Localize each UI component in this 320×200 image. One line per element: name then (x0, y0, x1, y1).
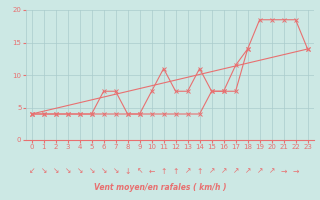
Text: ↘: ↘ (52, 166, 59, 176)
Text: Vent moyen/en rafales ( km/h ): Vent moyen/en rafales ( km/h ) (94, 183, 226, 192)
Text: ↘: ↘ (76, 166, 83, 176)
Text: ↗: ↗ (184, 166, 191, 176)
Text: ↓: ↓ (124, 166, 131, 176)
Text: ↘: ↘ (88, 166, 95, 176)
Text: ↘: ↘ (40, 166, 47, 176)
Text: ↖: ↖ (136, 166, 143, 176)
Text: ↗: ↗ (268, 166, 275, 176)
Text: ↑: ↑ (172, 166, 179, 176)
Text: ↑: ↑ (196, 166, 203, 176)
Text: ↘: ↘ (112, 166, 119, 176)
Text: ←: ← (148, 166, 155, 176)
Text: ↘: ↘ (64, 166, 71, 176)
Text: ↗: ↗ (208, 166, 215, 176)
Text: ↙: ↙ (28, 166, 35, 176)
Text: ↗: ↗ (220, 166, 227, 176)
Text: →: → (292, 166, 299, 176)
Text: ↑: ↑ (160, 166, 167, 176)
Text: →: → (280, 166, 287, 176)
Text: ↗: ↗ (232, 166, 239, 176)
Text: ↗: ↗ (244, 166, 251, 176)
Text: ↘: ↘ (100, 166, 107, 176)
Text: ↗: ↗ (256, 166, 263, 176)
